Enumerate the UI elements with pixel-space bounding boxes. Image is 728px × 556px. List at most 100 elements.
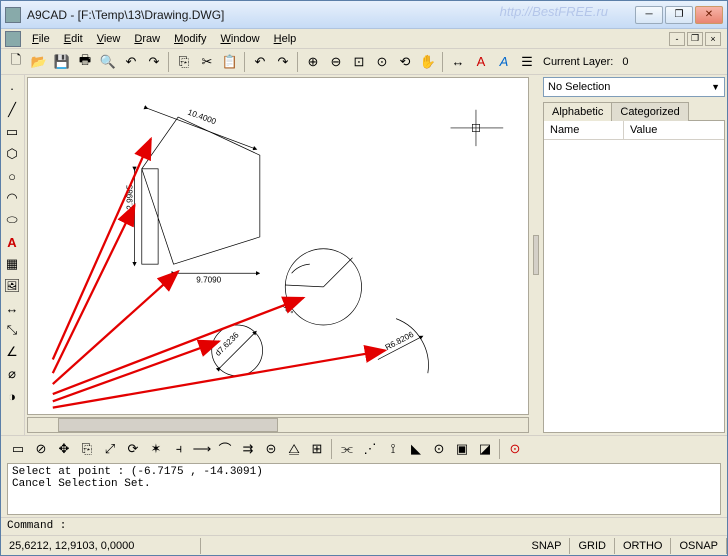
pie-lines [285,258,352,287]
point-tool2[interactable]: ⊙ [428,438,450,460]
erase-tool[interactable]: ⊘ [30,438,52,460]
new-button[interactable]: 🗋 [5,51,27,73]
window-title: A9CAD - [F:\Temp\13\Drawing.DWG] [27,8,635,22]
drawing-canvas[interactable]: 10.4000 12.9985 9.7090 89° d7.6236 R6.82 [27,77,529,415]
region-tool[interactable]: ▣ [451,438,473,460]
copy-button[interactable]: ⎘ [173,51,195,73]
extend-tool[interactable]: ⟶ [191,438,213,460]
chamfer-tool[interactable]: ◣ [405,438,427,460]
text-style-button[interactable]: A [470,51,492,73]
fillet-tool[interactable]: ⌒ [214,438,236,460]
tab-alphabetic[interactable]: Alphabetic [543,102,612,121]
zoom-extents-button[interactable]: ⊙ [371,51,393,73]
block-tool[interactable]: ◪ [474,438,496,460]
redo2-button[interactable]: ↷ [272,51,294,73]
minimize-button[interactable]: ─ [635,6,663,24]
osnap-toggle[interactable]: OSNAP [671,538,727,554]
menu-draw[interactable]: Draw [127,31,167,47]
select-tool[interactable]: ▭ [7,438,29,460]
trim-tool[interactable]: ⫞ [168,438,190,460]
menu-file[interactable]: File [25,31,57,47]
snap-toggle[interactable]: SNAP [523,538,570,554]
maximize-button[interactable]: ❐ [665,6,693,24]
status-bar: 25,6212, 12,9103, 0,0000 SNAP GRID ORTHO… [1,535,727,555]
cut-button[interactable]: ✂ [196,51,218,73]
draw-toolbar: · ╱ ▭ ⬡ ○ ◠ ⬭ A ▦ 🖼 ↔ ⤡ ∠ ⌀ ◑ [1,75,25,435]
dim-radius-tool[interactable]: ◑ [1,385,23,407]
rotate-tool[interactable]: ⟳ [122,438,144,460]
dim-linear-tool[interactable]: ↔ [1,297,23,319]
explode-tool[interactable]: ✶ [145,438,167,460]
pentagon-shape [142,117,260,264]
ortho-toggle[interactable]: ORTHO [615,538,672,554]
menu-window[interactable]: Window [213,31,266,47]
command-history[interactable]: Select at point : (-6.7175 , -14.3091) C… [7,463,721,515]
menu-view[interactable]: View [90,31,128,47]
selection-text: No Selection [548,81,610,93]
command-prompt[interactable]: Command : [1,517,727,535]
osnap-tool[interactable]: ⊙ [504,438,526,460]
scale-tool[interactable]: ⤢ [99,438,121,460]
undo-button[interactable]: ↶ [120,51,142,73]
text-tool[interactable]: A [1,231,23,253]
rect-tool[interactable]: ▭ [1,121,23,143]
col-name[interactable]: Name [544,121,624,139]
print-button[interactable]: 🖶 [74,51,96,73]
array-tool[interactable]: ⊞ [306,438,328,460]
zoom-window-button[interactable]: ⊡ [348,51,370,73]
menu-help[interactable]: Help [267,31,304,47]
grid-toggle[interactable]: GRID [570,538,615,554]
splitter[interactable] [531,75,541,435]
save-button[interactable]: 💾 [51,51,73,73]
open-button[interactable]: 📂 [28,51,50,73]
angle-arc [292,264,310,273]
find-button[interactable]: 🔍 [97,51,119,73]
redo-button[interactable]: ↷ [143,51,165,73]
h-scrollbar[interactable] [27,417,529,433]
title-bar[interactable]: A9CAD - [F:\Temp\13\Drawing.DWG] http://… [1,1,727,29]
zoom-prev-button[interactable]: ⟲ [394,51,416,73]
dim-radius-text: R6.8206 [384,330,416,353]
col-value[interactable]: Value [624,121,663,139]
line-tool[interactable]: ╱ [1,99,23,121]
chevron-down-icon: ▼ [711,82,720,92]
property-list[interactable]: Name Value [543,120,725,433]
arc-tool[interactable]: ◠ [1,187,23,209]
move-tool[interactable]: ✥ [53,438,75,460]
undo2-button[interactable]: ↶ [249,51,271,73]
menu-edit[interactable]: Edit [57,31,90,47]
mdi-close-button[interactable]: × [705,32,721,46]
dim-align-tool[interactable]: ⤡ [1,319,23,341]
close-button[interactable]: ✕ [695,6,723,24]
join-tool[interactable]: ⫘ [336,438,358,460]
dim-angle-tool[interactable]: ∠ [1,341,23,363]
dim-button[interactable]: ↔ [447,51,469,73]
point-tool[interactable]: · [1,77,23,99]
paste-button[interactable]: 📋 [219,51,241,73]
ellipse-tool[interactable]: ⬭ [1,209,23,231]
zoom-out-button[interactable]: ⊖ [325,51,347,73]
dim-bottom-text: 9.7090 [196,275,221,284]
break-tool[interactable]: ⊝ [260,438,282,460]
hatch-tool[interactable]: ▦ [1,253,23,275]
properties-panel: No Selection ▼ Alphabetic Categorized Na… [541,75,727,435]
mdi-restore-button[interactable]: ❐ [687,32,703,46]
layers-button[interactable]: ☰ [516,51,538,73]
divide-tool[interactable]: ⋰ [359,438,381,460]
circle-tool[interactable]: ○ [1,165,23,187]
zoom-in-button[interactable]: ⊕ [302,51,324,73]
text-style2-button[interactable]: A [493,51,515,73]
mirror-tool[interactable]: ⧋ [283,438,305,460]
arc-shape [396,319,428,373]
pan-button[interactable]: ✋ [417,51,439,73]
copy-tool[interactable]: ⎘ [76,438,98,460]
dim-diameter-tool[interactable]: ⌀ [1,363,23,385]
polyline-tool[interactable]: ⬡ [1,143,23,165]
selection-combo[interactable]: No Selection ▼ [543,77,725,97]
offset-tool[interactable]: ⇉ [237,438,259,460]
measure-tool[interactable]: ⟟ [382,438,404,460]
mdi-minimize-button[interactable]: - [669,32,685,46]
menu-modify[interactable]: Modify [167,31,213,47]
image-tool[interactable]: 🖼 [1,275,23,297]
tab-categorized[interactable]: Categorized [611,102,688,121]
